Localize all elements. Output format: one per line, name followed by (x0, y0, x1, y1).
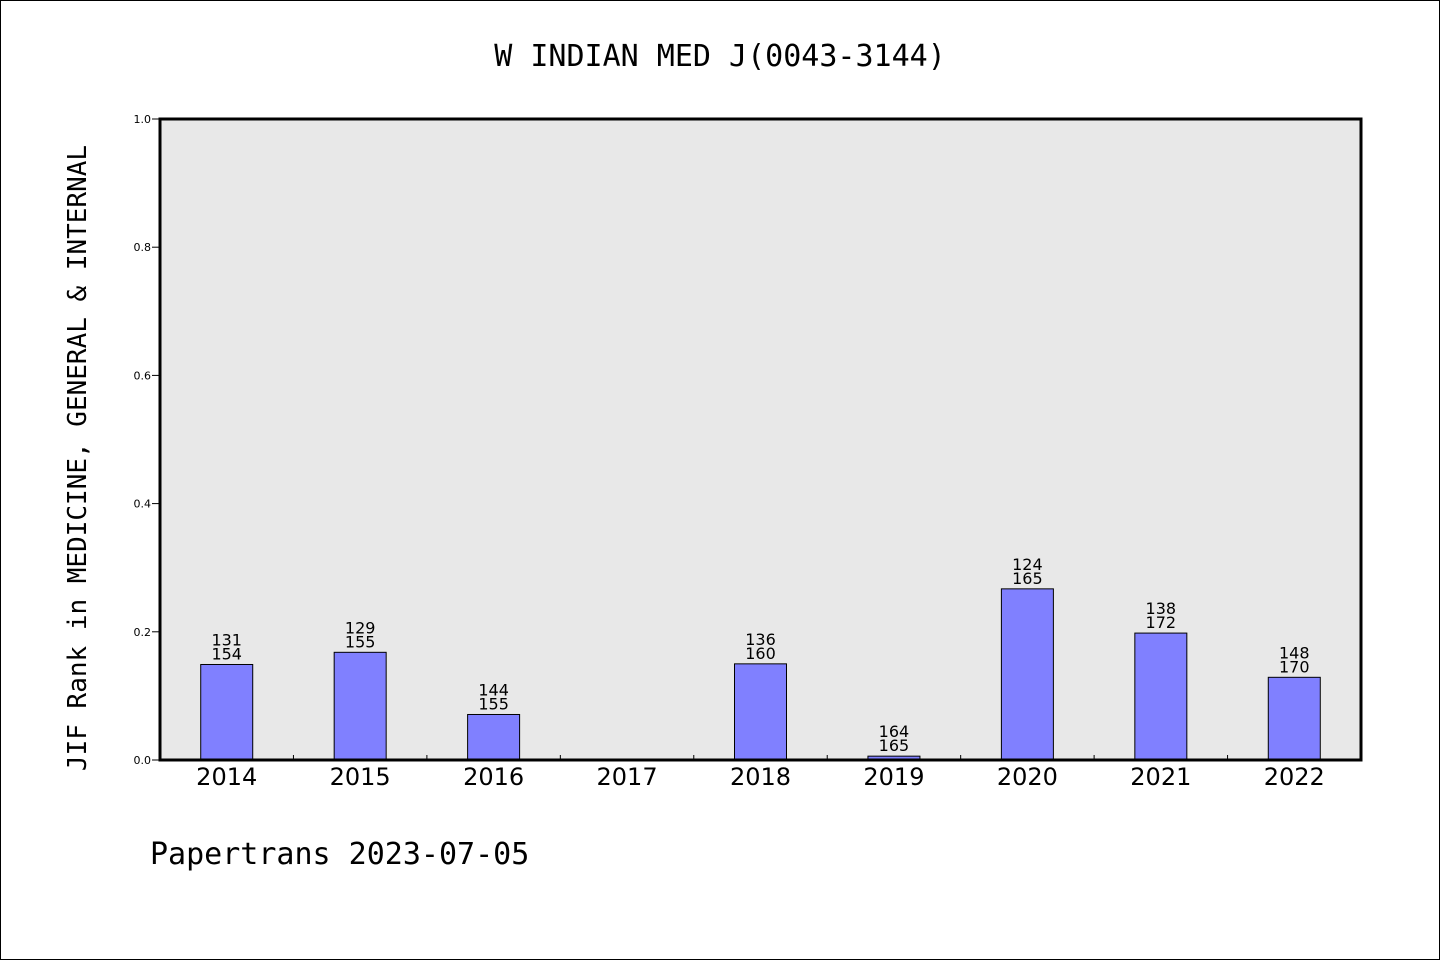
x-tick-label: 2020 (997, 763, 1058, 791)
x-axis: 2014 2015 2016 2017 2018 2019 2020 2021 2022 (196, 755, 1325, 791)
chart-title: W INDIAN MED J(0043-3144) (494, 39, 946, 74)
y-tick-label: 1.0 (134, 113, 152, 126)
y-tick-label: 0.4 (134, 498, 152, 511)
bar-label-rank: 164 (879, 722, 910, 741)
bar (1000, 588, 1054, 761)
y-tick-label: 0.6 (134, 369, 152, 382)
bar-label-rank: 144 (478, 680, 509, 699)
bar-label-total: 160 (745, 644, 776, 663)
x-tick-label: 2018 (730, 763, 791, 791)
bar-label-rank: 124 (1012, 555, 1043, 574)
bars-group: 1311541291551441551361601641651241651381… (200, 555, 1321, 761)
bar-label-total: 155 (345, 632, 376, 651)
x-tick-label: 2021 (1130, 763, 1191, 791)
x-tick-label: 2017 (597, 763, 658, 791)
bar-label-rank: 138 (1146, 599, 1177, 618)
bar (200, 663, 254, 761)
bar (1267, 676, 1321, 761)
bar (467, 713, 521, 761)
bar (1134, 632, 1188, 761)
y-tick-label: 0.0 (134, 754, 152, 767)
bar-label-total: 165 (1012, 569, 1043, 588)
y-tick-label: 0.2 (134, 626, 152, 639)
x-tick-label: 2016 (463, 763, 524, 791)
y-tick-label: 0.8 (134, 241, 152, 254)
footer-credit: Papertrans 2023-07-05 (150, 837, 529, 872)
plot-border (158, 117, 1363, 762)
bar-label-rank: 148 (1279, 643, 1310, 662)
bar-label-rank: 131 (211, 630, 242, 649)
bar-label-rank: 129 (345, 618, 376, 637)
bar-label-rank: 136 (745, 630, 776, 649)
x-tick-label: 2015 (330, 763, 391, 791)
bar-label-total: 165 (879, 736, 910, 755)
bar-label-total: 155 (478, 694, 509, 713)
x-tick-label: 2022 (1264, 763, 1325, 791)
x-tick-label: 2019 (863, 763, 924, 791)
x-tick-label: 2014 (196, 763, 257, 791)
y-axis: 0.0 0.2 0.4 0.6 0.8 1.0 (134, 113, 160, 767)
bar (333, 651, 387, 761)
bar-label-total: 154 (211, 644, 242, 663)
y-axis-label: JIF Rank in MEDICINE, GENERAL & INTERNAL (63, 145, 93, 771)
bar (734, 663, 787, 761)
bar-label-total: 170 (1279, 657, 1310, 676)
bar-label-total: 172 (1146, 613, 1177, 632)
